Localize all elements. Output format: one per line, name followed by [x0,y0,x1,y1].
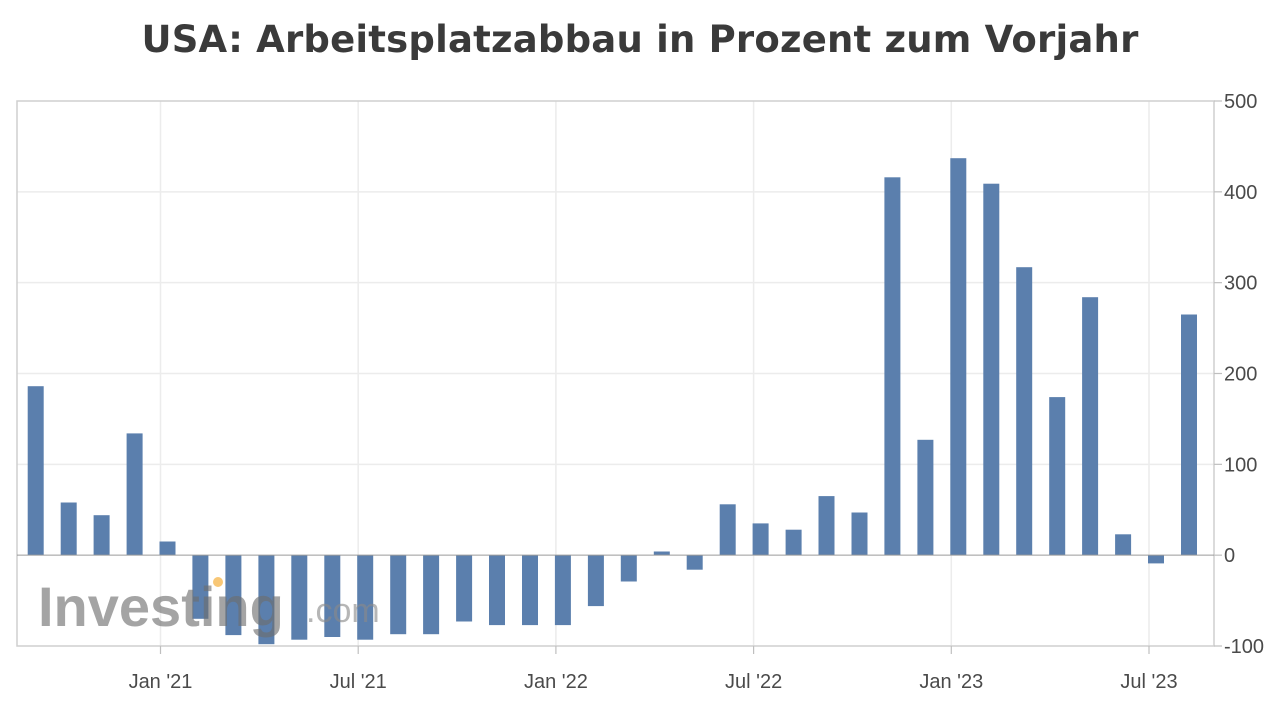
bar [192,555,209,619]
x-tick-label: Jul '22 [725,671,782,693]
bar [884,177,901,556]
bar [1181,314,1197,556]
bar [1148,555,1164,564]
bar [752,523,769,556]
x-tick-label: Jan '21 [129,671,193,693]
chart-title: USA: Arbeitsplatzabbau in Prozent zum Vo… [141,18,1139,61]
x-tick-label: Jan '22 [524,671,588,693]
bar [818,496,835,556]
bar [291,555,308,640]
x-tick-label: Jul '21 [330,671,387,693]
bar [587,555,604,607]
bar [1016,267,1033,556]
bar [159,541,176,556]
y-tick-label: 300 [1224,273,1257,295]
bar [653,551,670,556]
bar [719,504,736,556]
investing-watermark: Investing .com [38,575,380,638]
x-tick-label: Jul '23 [1120,671,1177,693]
bar [423,555,440,635]
bar [225,555,242,636]
y-tick-label: 200 [1224,364,1257,386]
bar [785,529,802,556]
bar [27,386,44,556]
bar [917,439,934,556]
bar [950,158,967,556]
bar [456,555,473,622]
bar [258,555,275,645]
bar [126,433,143,556]
watermark-brand: Investing [38,575,284,638]
bar [1115,534,1132,556]
bar [1082,297,1099,556]
bars [27,158,1197,645]
y-tick-label: 0 [1224,545,1235,567]
bar [686,555,703,570]
bar [1049,397,1066,556]
x-tick-label: Jan '23 [919,671,983,693]
bar [324,555,341,637]
x-axis: Jan '21 Jul '21 Jan '22 Jul '22 Jan '23 Jul '… [129,646,1178,693]
bar [554,555,571,626]
bar [390,555,407,635]
y-tick-label: -100 [1224,636,1264,658]
bar [983,183,1000,556]
watermark-accent-dot [213,577,223,587]
bar [620,555,637,582]
bar [522,555,538,626]
bar [357,555,374,640]
bar [489,555,505,626]
bar [851,512,868,556]
y-tick-label: 400 [1224,182,1257,204]
y-tick-label: 500 [1224,91,1257,113]
y-axis: 500 400 300 200 100 0 -100 [1214,91,1264,658]
bar [60,502,77,556]
bar [93,515,110,556]
watermark-suffix: .com [306,592,380,630]
y-tick-label: 100 [1224,454,1257,476]
